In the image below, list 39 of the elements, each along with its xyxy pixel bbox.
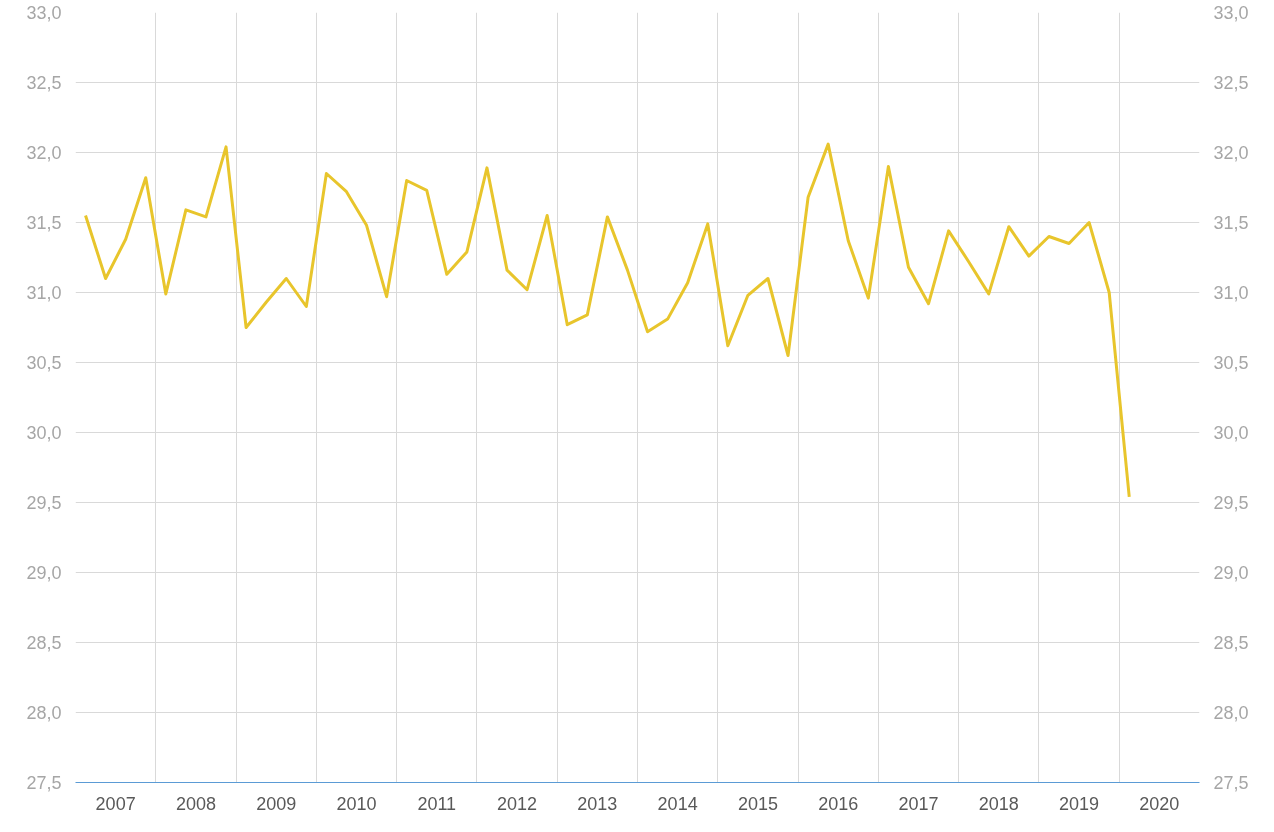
x-tick-label: 2010 [336, 793, 377, 814]
x-tick-label: 2016 [818, 793, 859, 814]
y-tick-label: 29,5 [26, 493, 62, 513]
y2-tick-label: 30,5 [1213, 353, 1249, 373]
y-tick-label: 31,5 [26, 213, 62, 233]
y2-tick-label: 32,5 [1213, 73, 1249, 93]
y-tick-label: 28,0 [26, 703, 62, 723]
y-tick-label: 33,0 [26, 3, 62, 23]
y-tick-label: 32,0 [26, 143, 62, 163]
x-tick-label: 2015 [737, 793, 778, 814]
x-tick-label: 2018 [978, 793, 1019, 814]
y2-tick-label: 32,0 [1213, 143, 1249, 163]
y2-tick-label: 31,0 [1213, 283, 1249, 303]
y2-tick-label: 33,0 [1213, 3, 1249, 23]
y2-tick-label: 30,0 [1213, 423, 1249, 443]
y2-tick-label: 31,5 [1213, 213, 1249, 233]
x-tick-label: 2019 [1059, 793, 1100, 814]
x-tick-label: 2020 [1139, 793, 1180, 814]
y2-tick-label: 28,5 [1213, 633, 1249, 653]
y2-tick-label: 29,0 [1213, 563, 1249, 583]
y2-tick-label: 27,5 [1213, 773, 1249, 793]
x-tick-label: 2007 [95, 793, 136, 814]
y-tick-label: 30,5 [26, 353, 62, 373]
y-tick-label: 30,0 [26, 423, 62, 443]
y-tick-label: 28,5 [26, 633, 62, 653]
y2-tick-label: 28,0 [1213, 703, 1249, 723]
x-tick-label: 2008 [175, 793, 216, 814]
x-tick-label: 2017 [898, 793, 939, 814]
x-tick-label: 2009 [256, 793, 297, 814]
x-tick-label: 2014 [657, 793, 698, 814]
x-tick-label: 2013 [577, 793, 618, 814]
x-tick-label: 2012 [497, 793, 538, 814]
y-tick-label: 27,5 [26, 773, 62, 793]
x-tick-label: 2011 [417, 793, 457, 814]
y2-tick-label: 29,5 [1213, 493, 1249, 513]
y-tick-label: 31,0 [26, 283, 62, 303]
y-tick-label: 32,5 [26, 73, 62, 93]
line-series [84, 142, 1131, 499]
y-tick-label: 29,0 [26, 563, 62, 583]
